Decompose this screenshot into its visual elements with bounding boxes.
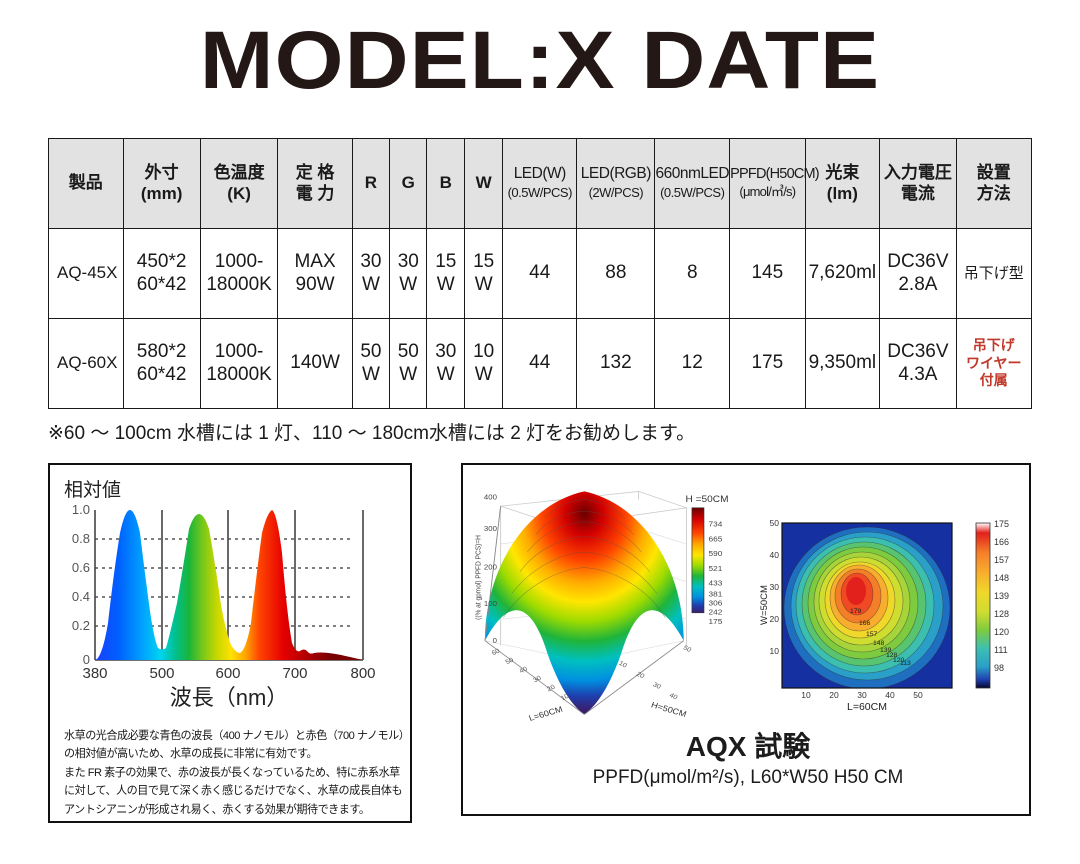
- svg-text:40: 40: [770, 550, 780, 560]
- svg-text:166: 166: [994, 537, 1009, 547]
- svg-text:20: 20: [829, 690, 839, 700]
- svg-text:40: 40: [885, 690, 895, 700]
- svg-text:120: 120: [994, 627, 1009, 637]
- svg-text:50: 50: [682, 645, 693, 654]
- svg-text:381: 381: [709, 590, 723, 598]
- svg-text:H=50CM: H=50CM: [650, 700, 688, 719]
- svg-text:179: 179: [850, 608, 862, 615]
- svg-text:400: 400: [484, 493, 497, 501]
- svg-text:W=50CM: W=50CM: [759, 585, 770, 625]
- svg-text:波長（nm）: 波長（nm）: [170, 685, 289, 710]
- svg-text:665: 665: [709, 535, 723, 543]
- svg-text:60: 60: [491, 648, 502, 657]
- svg-text:0.6: 0.6: [72, 560, 90, 575]
- svg-text:734: 734: [709, 520, 723, 528]
- svg-text:111: 111: [994, 645, 1008, 655]
- svg-text:175: 175: [994, 519, 1009, 529]
- svg-text:157: 157: [994, 555, 1009, 565]
- svg-text:((% at gpmol) PPFD PCS)=H: ((% at gpmol) PPFD PCS)=H: [475, 535, 482, 620]
- svg-text:590: 590: [709, 550, 723, 558]
- svg-text:L=60CM: L=60CM: [527, 704, 564, 723]
- svg-text:40: 40: [668, 692, 679, 701]
- svg-text:200: 200: [484, 563, 497, 571]
- svg-text:166: 166: [859, 620, 871, 627]
- svg-text:10: 10: [617, 660, 628, 669]
- svg-text:700: 700: [282, 665, 307, 682]
- svg-text:433: 433: [709, 579, 723, 587]
- svg-text:20: 20: [546, 684, 557, 693]
- svg-text:50: 50: [505, 657, 516, 666]
- svg-text:30: 30: [770, 582, 780, 592]
- svg-text:0.2: 0.2: [72, 618, 90, 633]
- svg-text:0.8: 0.8: [72, 531, 90, 546]
- svg-text:0: 0: [493, 637, 497, 645]
- svg-text:306: 306: [709, 599, 723, 607]
- svg-text:10: 10: [801, 690, 811, 700]
- svg-text:30: 30: [857, 690, 867, 700]
- svg-text:128: 128: [994, 609, 1009, 619]
- svg-text:98: 98: [994, 663, 1004, 673]
- svg-text:40: 40: [518, 666, 529, 675]
- svg-text:800: 800: [350, 665, 375, 682]
- svg-text:300: 300: [484, 524, 497, 532]
- svg-text:H =50CM: H =50CM: [686, 495, 729, 505]
- svg-text:100: 100: [484, 600, 497, 608]
- svg-text:500: 500: [149, 665, 174, 682]
- svg-text:242: 242: [709, 608, 723, 616]
- svg-text:148: 148: [873, 640, 885, 647]
- svg-text:20: 20: [770, 614, 780, 624]
- svg-text:30: 30: [651, 682, 662, 691]
- svg-text:139: 139: [994, 591, 1009, 601]
- svg-text:L=60CM: L=60CM: [847, 701, 887, 713]
- svg-text:10: 10: [770, 646, 780, 656]
- svg-text:50: 50: [770, 518, 780, 528]
- svg-text:50: 50: [913, 690, 923, 700]
- svg-text:600: 600: [215, 665, 240, 682]
- svg-text:157: 157: [866, 631, 878, 638]
- svg-text:148: 148: [994, 573, 1009, 583]
- svg-text:175: 175: [709, 618, 723, 626]
- svg-text:521: 521: [709, 564, 723, 572]
- svg-text:380: 380: [82, 665, 107, 682]
- svg-text:113: 113: [900, 660, 911, 667]
- svg-text:0.4: 0.4: [72, 589, 90, 604]
- svg-text:20: 20: [635, 671, 646, 680]
- svg-text:1.0: 1.0: [72, 502, 90, 517]
